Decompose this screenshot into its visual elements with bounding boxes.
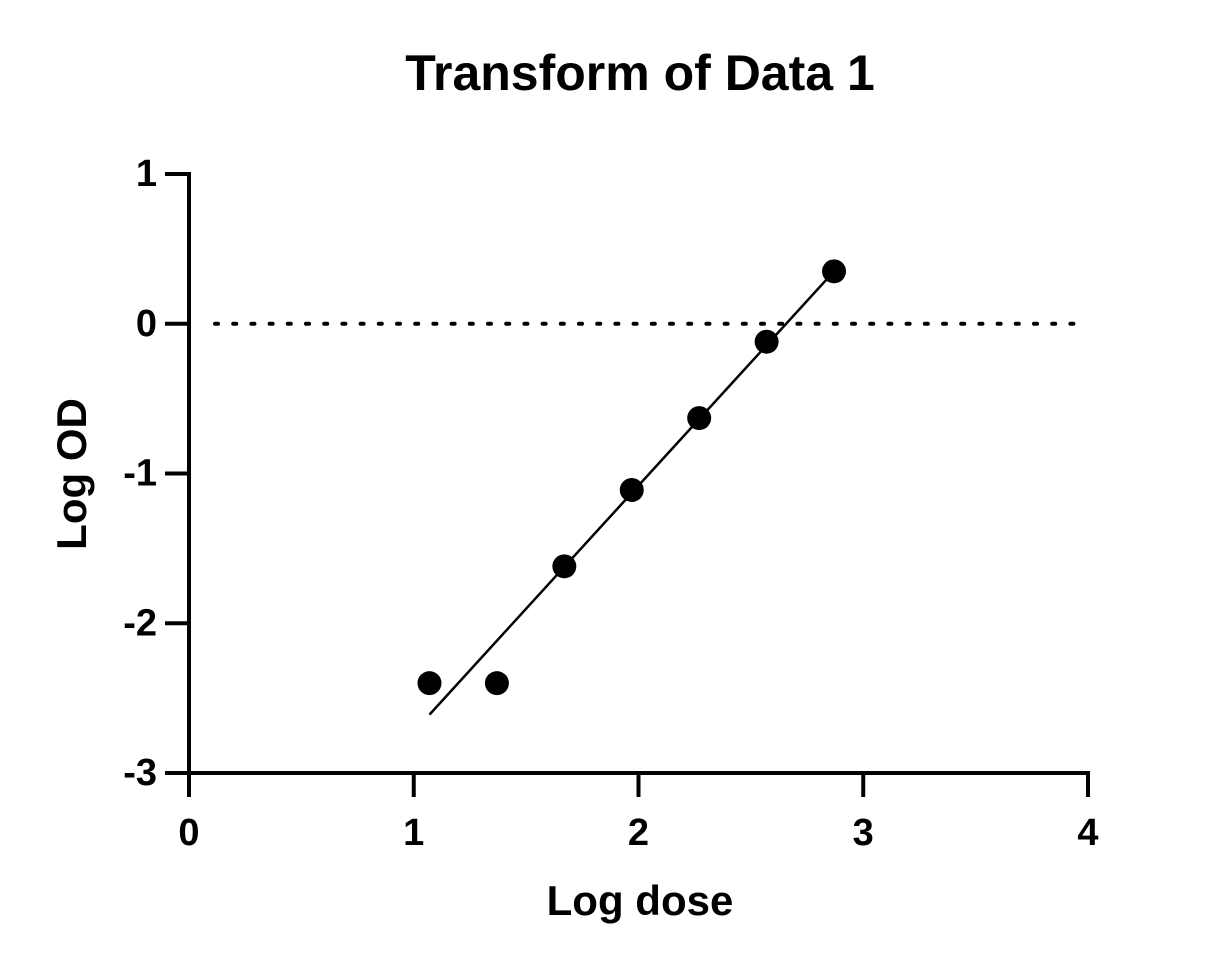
data-point <box>754 329 779 354</box>
y-tick-label: 0 <box>136 303 157 345</box>
x-tick-label: 1 <box>403 812 424 854</box>
data-point <box>417 671 442 696</box>
data-point <box>822 259 847 284</box>
x-tick-label: 4 <box>1077 812 1098 854</box>
y-tick-label: -3 <box>123 752 157 794</box>
data-point <box>687 406 712 431</box>
x-tick-label: 3 <box>853 812 874 854</box>
y-tick-label: 1 <box>136 153 157 195</box>
x-tick-label: 0 <box>178 812 199 854</box>
data-point <box>619 477 644 502</box>
data-point <box>552 554 577 579</box>
data-point <box>484 671 509 696</box>
y-tick-label: -1 <box>123 453 157 495</box>
y-axis-label: Log OD <box>48 398 95 550</box>
y-tick-label: -2 <box>123 602 157 644</box>
x-axis-label: Log dose <box>547 877 734 924</box>
x-tick-label: 2 <box>628 812 649 854</box>
chart-title: Transform of Data 1 <box>405 45 875 101</box>
